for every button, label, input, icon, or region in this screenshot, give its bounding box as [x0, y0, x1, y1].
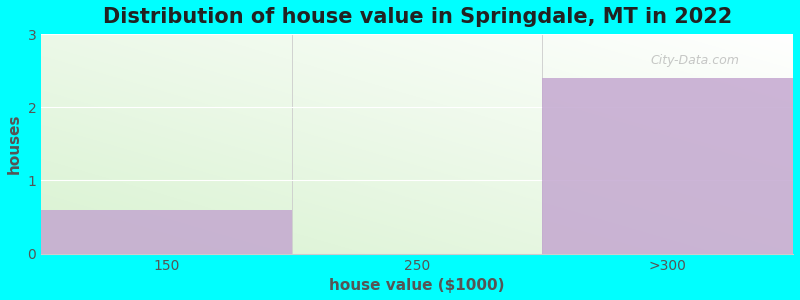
Bar	[542, 78, 793, 254]
X-axis label: house value ($1000): house value ($1000)	[330, 278, 505, 293]
Bar	[42, 210, 292, 254]
Title: Distribution of house value in Springdale, MT in 2022: Distribution of house value in Springdal…	[102, 7, 732, 27]
Text: City-Data.com: City-Data.com	[651, 54, 740, 67]
Y-axis label: houses: houses	[7, 114, 22, 174]
